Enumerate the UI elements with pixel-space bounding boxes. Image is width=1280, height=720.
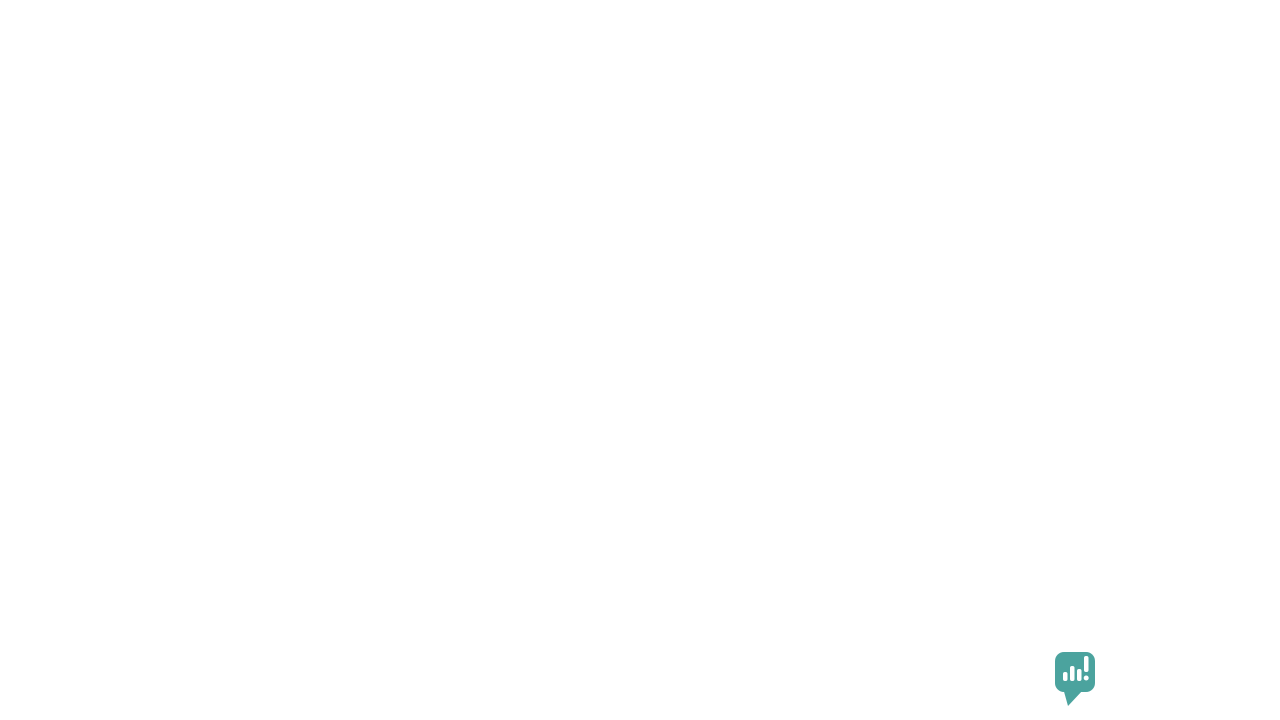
newsworthy-logo xyxy=(1053,650,1107,708)
newsworthy-bar-chart-bubble-icon xyxy=(1055,652,1095,706)
series-label-utlandsfodda-bg xyxy=(404,341,620,377)
series-label-total-bg xyxy=(702,461,990,497)
